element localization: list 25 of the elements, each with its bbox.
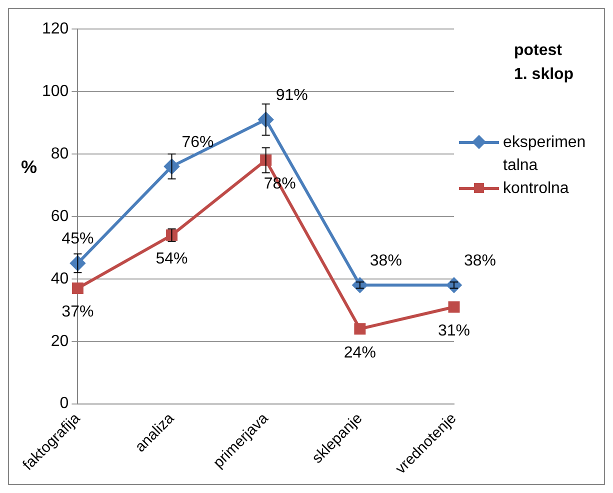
data-label: 38% xyxy=(464,252,496,270)
legend-label: kontrolna xyxy=(503,179,570,199)
y-tick-label: 20 xyxy=(50,332,69,350)
point xyxy=(72,282,84,294)
y-tick-label: 0 xyxy=(60,395,69,412)
data-label: 45% xyxy=(62,230,94,248)
y-tick-label: 40 xyxy=(50,270,69,288)
point xyxy=(354,323,366,335)
point xyxy=(352,278,368,293)
point xyxy=(446,278,462,293)
y-tick-label: 80 xyxy=(50,145,69,162)
data-label: 91% xyxy=(276,86,308,104)
y-tick-label: 120 xyxy=(42,20,69,38)
y-tick-label: 100 xyxy=(42,82,69,100)
data-label: 24% xyxy=(344,344,376,362)
data-label: 31% xyxy=(438,322,470,340)
data-label: 38% xyxy=(370,252,402,270)
y-axis-title: % xyxy=(21,157,38,178)
point xyxy=(70,256,86,271)
y-tick-label: 60 xyxy=(50,208,69,225)
data-label: 76% xyxy=(182,134,214,151)
text: potest 1. sklop xyxy=(514,41,574,85)
point xyxy=(448,301,460,313)
data-label: 54% xyxy=(156,250,188,268)
data-label: 37% xyxy=(62,304,94,321)
